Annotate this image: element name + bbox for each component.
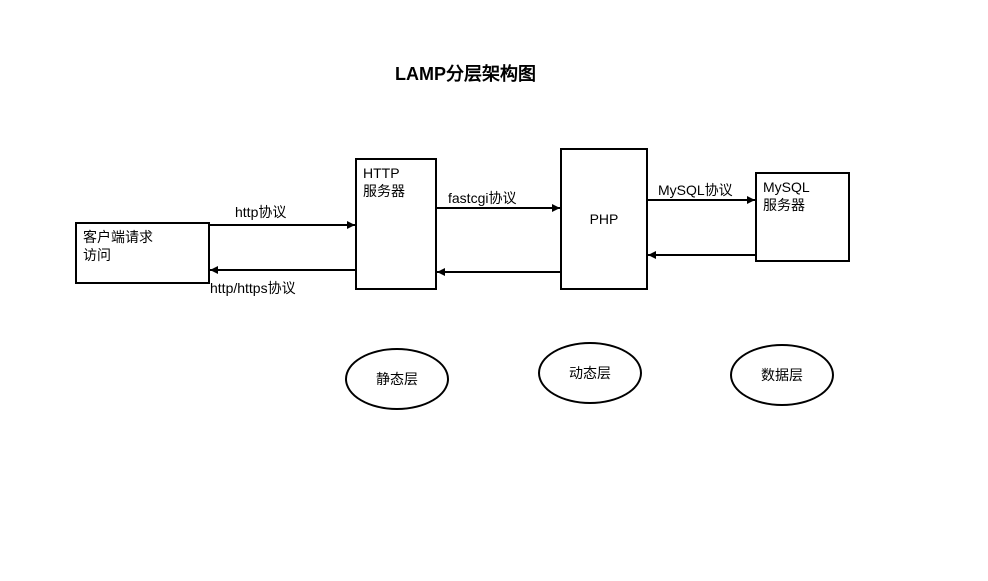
edge-label-http-php: fastcgi协议 bbox=[448, 188, 516, 208]
node-label: 动态层 bbox=[569, 363, 611, 383]
node-label: 数据层 bbox=[761, 365, 803, 385]
node-data: 数据层 bbox=[730, 344, 834, 406]
node-static: 静态层 bbox=[345, 348, 449, 410]
node-label: PHP bbox=[590, 210, 619, 228]
edges-layer bbox=[0, 0, 988, 581]
node-mysql: MySQL服务器 bbox=[755, 172, 850, 262]
node-label: 静态层 bbox=[376, 369, 418, 389]
node-http: HTTP服务器 bbox=[355, 158, 437, 290]
edge-label-php-mysql: MySQL协议 bbox=[658, 180, 733, 200]
node-label: MySQL服务器 bbox=[763, 179, 810, 213]
edge-label-http-client: http/https协议 bbox=[210, 278, 296, 298]
node-client: 客户端请求访问 bbox=[75, 222, 210, 284]
node-label: HTTP服务器 bbox=[363, 165, 405, 199]
node-label: 客户端请求访问 bbox=[83, 229, 153, 263]
node-dynamic: 动态层 bbox=[538, 342, 642, 404]
node-php: PHP bbox=[560, 148, 648, 290]
edge-label-client-http: http协议 bbox=[235, 202, 286, 222]
diagram-title: LAMP分层架构图 bbox=[395, 60, 536, 86]
